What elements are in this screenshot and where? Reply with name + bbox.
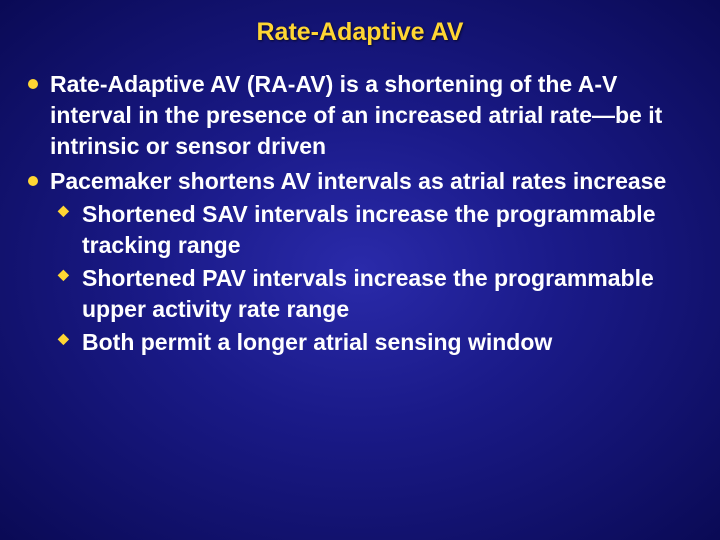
bullet-text: Pacemaker shortens AV intervals as atria… xyxy=(50,168,666,194)
bullet-list: Rate-Adaptive AV (RA-AV) is a shortening… xyxy=(28,69,692,358)
slide-title: Rate-Adaptive AV xyxy=(28,18,692,47)
bullet-item: Rate-Adaptive AV (RA-AV) is a shortening… xyxy=(50,69,692,162)
sub-bullet-text: Both permit a longer atrial sensing wind… xyxy=(82,329,552,355)
sub-bullet-item: Both permit a longer atrial sensing wind… xyxy=(82,327,692,358)
sub-bullet-item: Shortened PAV intervals increase the pro… xyxy=(82,263,692,325)
bullet-text: Rate-Adaptive AV (RA-AV) is a shortening… xyxy=(50,71,662,159)
sub-bullet-item: Shortened SAV intervals increase the pro… xyxy=(82,199,692,261)
bullet-item: Pacemaker shortens AV intervals as atria… xyxy=(50,166,692,358)
sub-bullet-text: Shortened PAV intervals increase the pro… xyxy=(82,265,654,322)
sub-bullet-list: Shortened SAV intervals increase the pro… xyxy=(50,199,692,358)
sub-bullet-text: Shortened SAV intervals increase the pro… xyxy=(82,201,655,258)
